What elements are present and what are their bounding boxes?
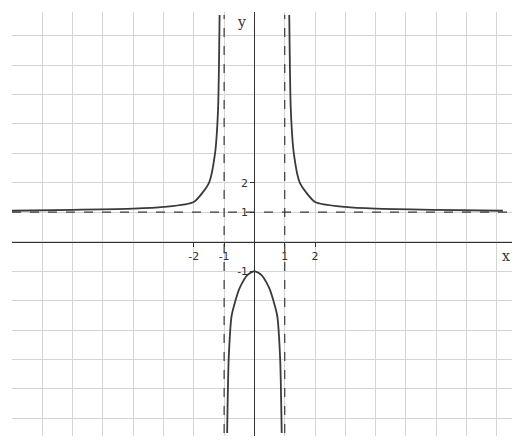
svg-text:2: 2 [241, 177, 248, 190]
svg-text:-1: -1 [219, 250, 230, 263]
svg-text:x: x [502, 248, 510, 264]
svg-text:-2: -2 [188, 250, 199, 263]
svg-text:2: 2 [312, 250, 319, 263]
svg-text:1: 1 [241, 206, 248, 219]
svg-text:-1: -1 [237, 265, 248, 278]
svg-text:y: y [237, 14, 246, 30]
svg-text:1: 1 [281, 250, 288, 263]
